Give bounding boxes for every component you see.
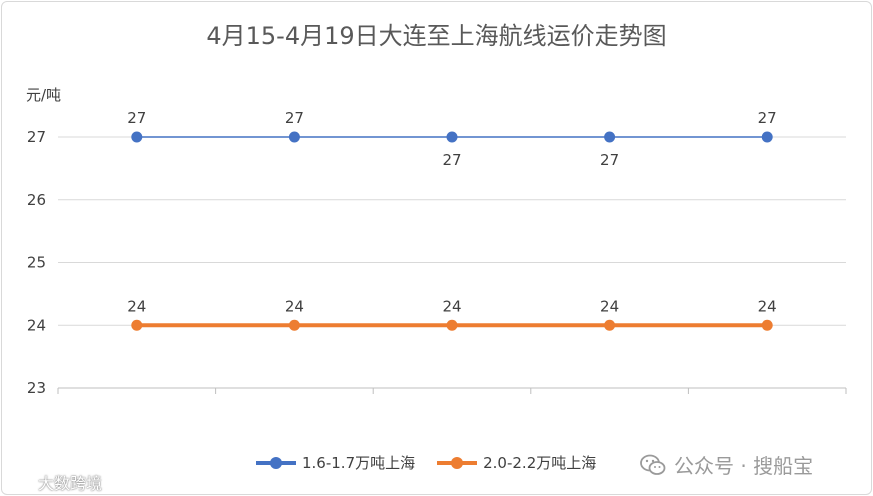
data-label: 24 — [442, 297, 461, 315]
x-axis — [57, 387, 847, 394]
data-label: 27 — [442, 151, 461, 169]
data-label: 24 — [127, 297, 146, 315]
watermark-text: 公众号 · 搜船宝 — [674, 454, 814, 478]
data-label: 27 — [600, 151, 619, 169]
y-tick-label: 26 — [27, 191, 46, 209]
corner-watermark: 大数跨境 — [8, 470, 102, 494]
legend-item-series-2: 2.0-2.2万吨上海 — [437, 452, 596, 473]
logo-icon — [11, 476, 31, 488]
legend: 1.6-1.7万吨上海 2.0-2.2万吨上海 — [256, 452, 618, 473]
data-point — [604, 131, 616, 143]
y-tick-label: 23 — [27, 379, 46, 397]
data-label: 24 — [285, 297, 304, 315]
data-label: 24 — [758, 297, 777, 315]
data-point — [761, 319, 773, 331]
legend-swatch-series-1 — [256, 456, 296, 469]
y-axis-label: 元/吨 — [26, 86, 62, 104]
data-point — [446, 131, 458, 143]
y-tick-label: 24 — [27, 316, 46, 334]
chart-title: 4月15-4月19日大连至上海航线运价走势图 — [206, 22, 667, 50]
corner-watermark-text: 大数跨境 — [38, 474, 103, 493]
wechat-icon — [640, 454, 666, 475]
data-point — [131, 131, 143, 143]
data-label: 27 — [127, 109, 146, 127]
y-tick-label: 25 — [27, 254, 46, 272]
watermark: 公众号 · 搜船宝 — [640, 450, 813, 479]
legend-swatch-series-2 — [437, 456, 478, 469]
legend-item-series-1: 1.6-1.7万吨上海 — [256, 452, 415, 473]
data-label: 24 — [600, 297, 619, 315]
y-tick-label: 27 — [27, 128, 46, 146]
series-layer — [131, 131, 773, 331]
data-point — [131, 319, 143, 331]
data-point — [761, 131, 773, 143]
data-point — [446, 319, 458, 331]
data-label: 27 — [285, 109, 304, 127]
y-tick-labels: 23 24 25 26 27 — [27, 128, 46, 397]
data-label: 27 — [758, 109, 777, 127]
legend-label-series-2: 2.0-2.2万吨上海 — [483, 454, 597, 472]
legend-label-series-1: 1.6-1.7万吨上海 — [302, 454, 416, 472]
data-point — [288, 319, 300, 331]
data-point — [604, 319, 616, 331]
data-labels: 27 27 27 27 27 24 24 24 24 24 — [127, 109, 776, 315]
data-point — [288, 131, 300, 143]
